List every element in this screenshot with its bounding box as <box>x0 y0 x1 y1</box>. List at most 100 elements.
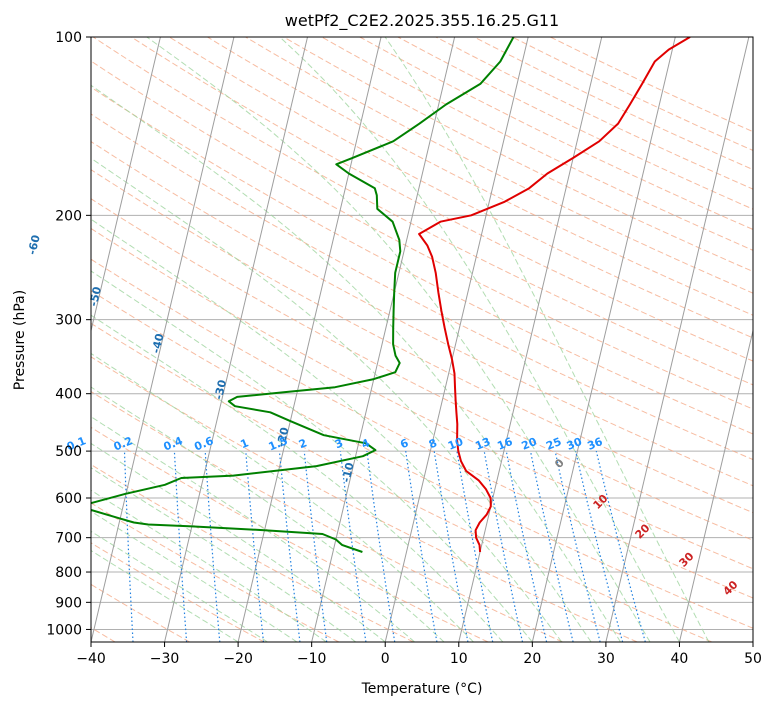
y-tick-label: 1000 <box>46 622 82 638</box>
dry-adiabat <box>473 37 753 171</box>
moist-adiabat <box>91 416 415 642</box>
isotherm-label: -60 <box>26 233 43 256</box>
isotherm-label: -50 <box>87 285 104 308</box>
mixing-ratio-line <box>456 451 494 642</box>
isotherm-line <box>91 37 235 642</box>
x-tick-label: 30 <box>597 651 615 667</box>
dry-adiabat <box>91 113 753 461</box>
y-tick-label: 700 <box>55 531 82 547</box>
mixing-ratio-label: 10 <box>446 435 465 453</box>
isotherm-line <box>237 37 382 642</box>
y-tick-label: 500 <box>55 444 82 460</box>
isotherm-label: -40 <box>149 332 166 355</box>
y-axis-label: Pressure (hPa) <box>12 290 28 390</box>
isotherm-label: -30 <box>212 378 229 401</box>
temperature-profile <box>418 37 691 553</box>
moist-adiabat <box>91 84 622 642</box>
dry-adiabat <box>321 37 753 251</box>
y-tick-label: 900 <box>55 595 82 611</box>
dry-adiabat <box>91 86 753 435</box>
dewpoint-profile <box>91 37 515 553</box>
mixing-ratio-line <box>405 451 438 642</box>
moist-adiabat <box>279 37 680 642</box>
isotherm-line <box>678 328 753 642</box>
isotherm-label: -10 <box>340 461 357 484</box>
mixing-ratio-label: 36 <box>585 435 604 453</box>
mixing-ratio-line <box>575 450 624 642</box>
moist-adiabat <box>91 352 474 642</box>
x-axis-label: Temperature (°C) <box>361 681 483 697</box>
axes: −40 −30 −20 −10 0 10 20 30 40 5010020030040050060… <box>46 30 762 667</box>
dry-adiabat <box>169 37 753 339</box>
isotherm-line <box>384 37 529 642</box>
moist-adiabat <box>91 467 357 642</box>
isotherm-line <box>164 37 309 642</box>
moist-adiabat <box>91 218 563 642</box>
mixing-ratio-line <box>278 451 301 642</box>
moist-adiabat <box>91 530 268 642</box>
moist-adiabat <box>384 37 710 642</box>
dry-adiabat <box>91 140 753 487</box>
x-tick-label: −40 <box>76 651 106 667</box>
dry-adiabat <box>91 227 753 570</box>
moist-adiabat <box>146 37 651 642</box>
moist-adiabat-label: 10 <box>591 492 611 512</box>
moist-adiabat <box>91 314 504 642</box>
mixing-ratio-label: 13 <box>473 435 492 453</box>
x-tick-label: 20 <box>523 651 541 667</box>
mixing-ratio-label: 25 <box>544 435 563 453</box>
mixing-ratio-label: 1 <box>238 436 250 451</box>
x-tick-label: 10 <box>450 651 468 667</box>
mixing-ratio-label: 3 <box>333 436 345 451</box>
moist-adiabat-label: 0 <box>552 456 567 471</box>
mixing-ratio-label: 2 <box>297 436 309 451</box>
mixing-ratio-label: 20 <box>520 435 539 453</box>
mixing-ratio-line <box>366 451 396 642</box>
mixing-ratio-line <box>433 451 469 642</box>
moist-adiabat <box>91 489 327 642</box>
chart-title: wetPf2_C2E2.2025.355.16.25.G11 <box>285 11 559 31</box>
y-tick-label: 200 <box>55 208 82 224</box>
moist-adiabat-label: 30 <box>677 549 697 569</box>
mixing-ratio-line <box>595 450 646 642</box>
dry-adiabat <box>91 542 265 642</box>
x-tick-label: 50 <box>744 651 762 667</box>
dry-adiabat <box>91 390 563 642</box>
isotherm-line <box>531 37 676 642</box>
isotherm-label: -20 <box>274 426 291 449</box>
mixing-ratio-line <box>554 450 601 642</box>
x-tick-label: −20 <box>223 651 253 667</box>
dry-adiabat <box>283 37 753 273</box>
dry-adiabat <box>435 37 753 190</box>
dry-adiabat <box>91 322 712 642</box>
plot-frame <box>90 36 754 643</box>
dry-adiabat <box>92 37 753 386</box>
y-tick-label: 800 <box>55 565 82 581</box>
mixing-ratio-label: 4 <box>360 436 372 451</box>
mixing-ratio-line <box>529 450 574 642</box>
y-tick-label: 400 <box>55 387 82 403</box>
background-lines <box>91 37 753 642</box>
dry-adiabat <box>245 37 753 294</box>
dry-adiabat <box>91 463 414 642</box>
isotherm-line <box>752 639 753 642</box>
dry-adiabat <box>91 290 753 629</box>
mixing-ratio-line <box>123 451 134 642</box>
x-tick-label: −10 <box>297 651 327 667</box>
moist-adiabat <box>91 270 533 642</box>
moist-adiabat-label: 40 <box>721 578 741 598</box>
mixing-ratio-line <box>505 450 548 642</box>
dry-adiabat <box>91 502 340 642</box>
mixing-ratio-label: 16 <box>495 435 514 453</box>
mixing-ratio-line <box>339 451 367 642</box>
dry-adiabat <box>91 356 638 642</box>
x-tick-label: −30 <box>150 651 180 667</box>
y-tick-label: 300 <box>55 313 82 329</box>
moist-adiabat <box>91 510 298 642</box>
y-tick-label: 100 <box>55 30 82 46</box>
isotherm-line <box>91 37 161 333</box>
series-layer <box>91 37 691 553</box>
moist-adiabat <box>91 157 592 642</box>
x-tick-label: 40 <box>671 651 689 667</box>
